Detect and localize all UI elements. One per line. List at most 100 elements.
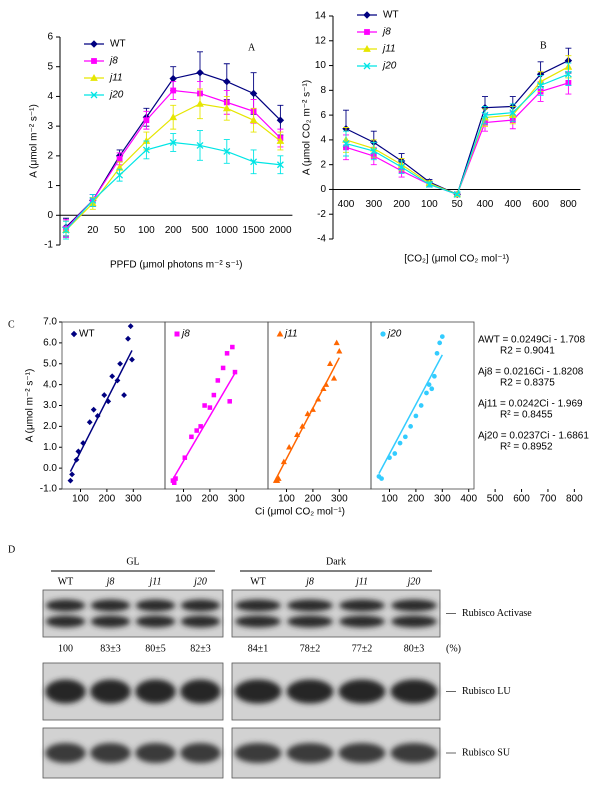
blot-band: [234, 743, 282, 763]
x-tick-label: 800: [560, 199, 577, 210]
legend-marker: [276, 330, 284, 337]
data-point: [143, 117, 150, 124]
data-point: [196, 68, 204, 77]
data-point: [280, 458, 287, 465]
fit-line: [69, 350, 133, 472]
data-point: [169, 113, 178, 121]
y-tick-label: 14: [315, 11, 327, 22]
y-tick-label: 4: [47, 91, 53, 102]
y-tick-label: 3.0: [43, 400, 57, 411]
x-tick-label: 20: [87, 225, 99, 236]
fit-r2: R² = 0.8455: [500, 410, 553, 421]
blot-background: [231, 589, 441, 638]
data-point: [101, 392, 108, 398]
y-tick-label: 6.0: [43, 338, 57, 349]
blot-band: [234, 679, 282, 704]
data-point: [86, 419, 93, 426]
x-tick-label: 100: [381, 494, 398, 505]
data-point: [116, 155, 123, 162]
data-point: [202, 403, 207, 408]
data-point: [564, 70, 572, 78]
blot-band: [45, 599, 86, 612]
x-tick-label: 2000: [269, 225, 292, 236]
data-point: [121, 392, 127, 398]
y-axis-title: A (μmol m⁻² s⁻¹): [29, 104, 40, 178]
data-point: [509, 109, 517, 117]
panel-frame: [370, 321, 475, 490]
lane-label: WT: [250, 576, 266, 587]
legend-label: j8: [108, 56, 118, 67]
y-tick-label: 3: [47, 121, 53, 132]
percent-label: 84±1: [248, 643, 269, 654]
y-tick-label: -1.0: [40, 484, 58, 495]
lane-label: j11: [354, 576, 368, 587]
y-tick-label: 4: [320, 135, 326, 146]
fit-equation: Aj11 = 0.0242Ci - 1.969: [478, 399, 583, 410]
data-point: [171, 480, 177, 485]
blot-band: [180, 599, 221, 612]
blot-band: [391, 615, 437, 628]
series-line: [65, 141, 281, 231]
y-tick-label: 7.0: [43, 317, 57, 328]
series-line: [345, 66, 569, 196]
x-tick-label: 100: [72, 494, 89, 505]
y-tick-label: 1.0: [43, 442, 57, 453]
legend-marker: [90, 40, 98, 48]
data-point: [418, 403, 424, 408]
series-line: [345, 82, 569, 196]
data-point: [127, 323, 134, 330]
data-point: [294, 431, 301, 437]
y-tick-label: 6: [47, 32, 53, 43]
legend-marker: [380, 331, 386, 337]
percent-label: 80±5: [145, 643, 166, 654]
data-point: [426, 382, 432, 387]
x-tick-label: 300: [331, 494, 348, 505]
x-tick-label: 400: [338, 199, 355, 210]
blot-band: [180, 743, 221, 763]
legend-marker: [363, 44, 371, 52]
data-point: [75, 448, 82, 455]
data-point: [230, 344, 235, 350]
x-tick-label: 200: [202, 494, 219, 505]
legend-label: j20: [381, 61, 397, 72]
data-point: [425, 181, 433, 188]
data-point: [276, 116, 285, 124]
x-tick-label: 200: [99, 494, 116, 505]
fit-line: [378, 354, 443, 474]
row-label: Rubisco SU: [462, 747, 511, 758]
legend-marker: [364, 29, 370, 35]
data-point: [392, 451, 398, 456]
data-point: [249, 116, 258, 124]
data-point: [286, 444, 293, 450]
fit-line: [275, 357, 340, 480]
legend-label: j8: [381, 27, 391, 38]
legend-label: WT: [383, 10, 399, 21]
data-point: [453, 190, 461, 198]
data-point: [276, 136, 285, 144]
x-axis-title: PPFD (μmol photons m⁻² s⁻¹): [110, 260, 242, 271]
legend-label: WT: [79, 329, 95, 340]
x-tick-label: 200: [305, 494, 322, 505]
x-tick-label: 100: [278, 494, 295, 505]
blot-band: [45, 743, 86, 763]
panel-label: D: [8, 544, 15, 555]
y-tick-label: 5: [47, 61, 53, 72]
blot-band: [390, 743, 438, 763]
data-point: [397, 440, 403, 446]
fit-r2: R² = 0.8952: [500, 442, 553, 453]
blot-band: [135, 743, 176, 763]
legend-label: j11: [283, 329, 298, 340]
data-point: [327, 360, 334, 367]
x-tick-label: 200: [165, 225, 182, 236]
data-point: [196, 99, 204, 107]
x-tick-label: 800: [566, 494, 583, 505]
data-point: [333, 339, 340, 346]
data-point: [223, 147, 231, 155]
data-point: [309, 406, 316, 412]
data-point: [315, 396, 322, 402]
group-label: Dark: [326, 556, 346, 567]
x-tick-label: 1000: [216, 225, 239, 236]
blot-band: [135, 679, 176, 704]
blot-band: [90, 679, 131, 704]
